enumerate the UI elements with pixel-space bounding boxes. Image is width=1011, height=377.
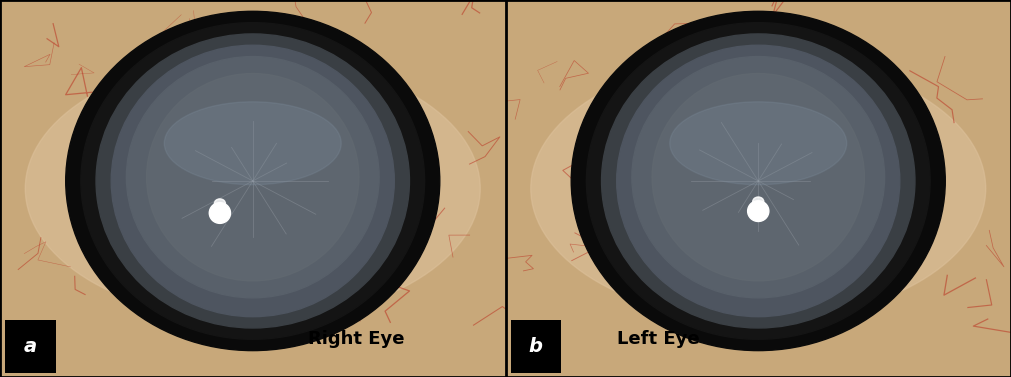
Ellipse shape [76, 94, 430, 283]
Ellipse shape [111, 45, 394, 317]
Ellipse shape [602, 34, 915, 328]
Ellipse shape [581, 94, 935, 283]
Ellipse shape [747, 201, 768, 222]
Ellipse shape [669, 102, 846, 185]
Ellipse shape [752, 197, 764, 207]
Ellipse shape [25, 57, 480, 320]
FancyBboxPatch shape [5, 320, 56, 373]
Ellipse shape [126, 57, 379, 298]
Ellipse shape [81, 23, 425, 339]
Ellipse shape [652, 74, 864, 281]
Ellipse shape [164, 102, 341, 185]
Text: b: b [529, 337, 543, 356]
Ellipse shape [617, 45, 900, 317]
Text: Left Eye: Left Eye [617, 330, 700, 348]
FancyBboxPatch shape [511, 320, 561, 373]
Ellipse shape [214, 199, 225, 208]
Ellipse shape [209, 203, 231, 223]
Ellipse shape [96, 34, 409, 328]
Ellipse shape [586, 23, 930, 339]
Ellipse shape [147, 74, 359, 281]
Ellipse shape [632, 57, 885, 298]
Ellipse shape [66, 11, 440, 351]
Ellipse shape [571, 11, 945, 351]
Text: a: a [24, 337, 36, 356]
Ellipse shape [531, 57, 986, 320]
Text: Right Eye: Right Eye [308, 330, 404, 348]
